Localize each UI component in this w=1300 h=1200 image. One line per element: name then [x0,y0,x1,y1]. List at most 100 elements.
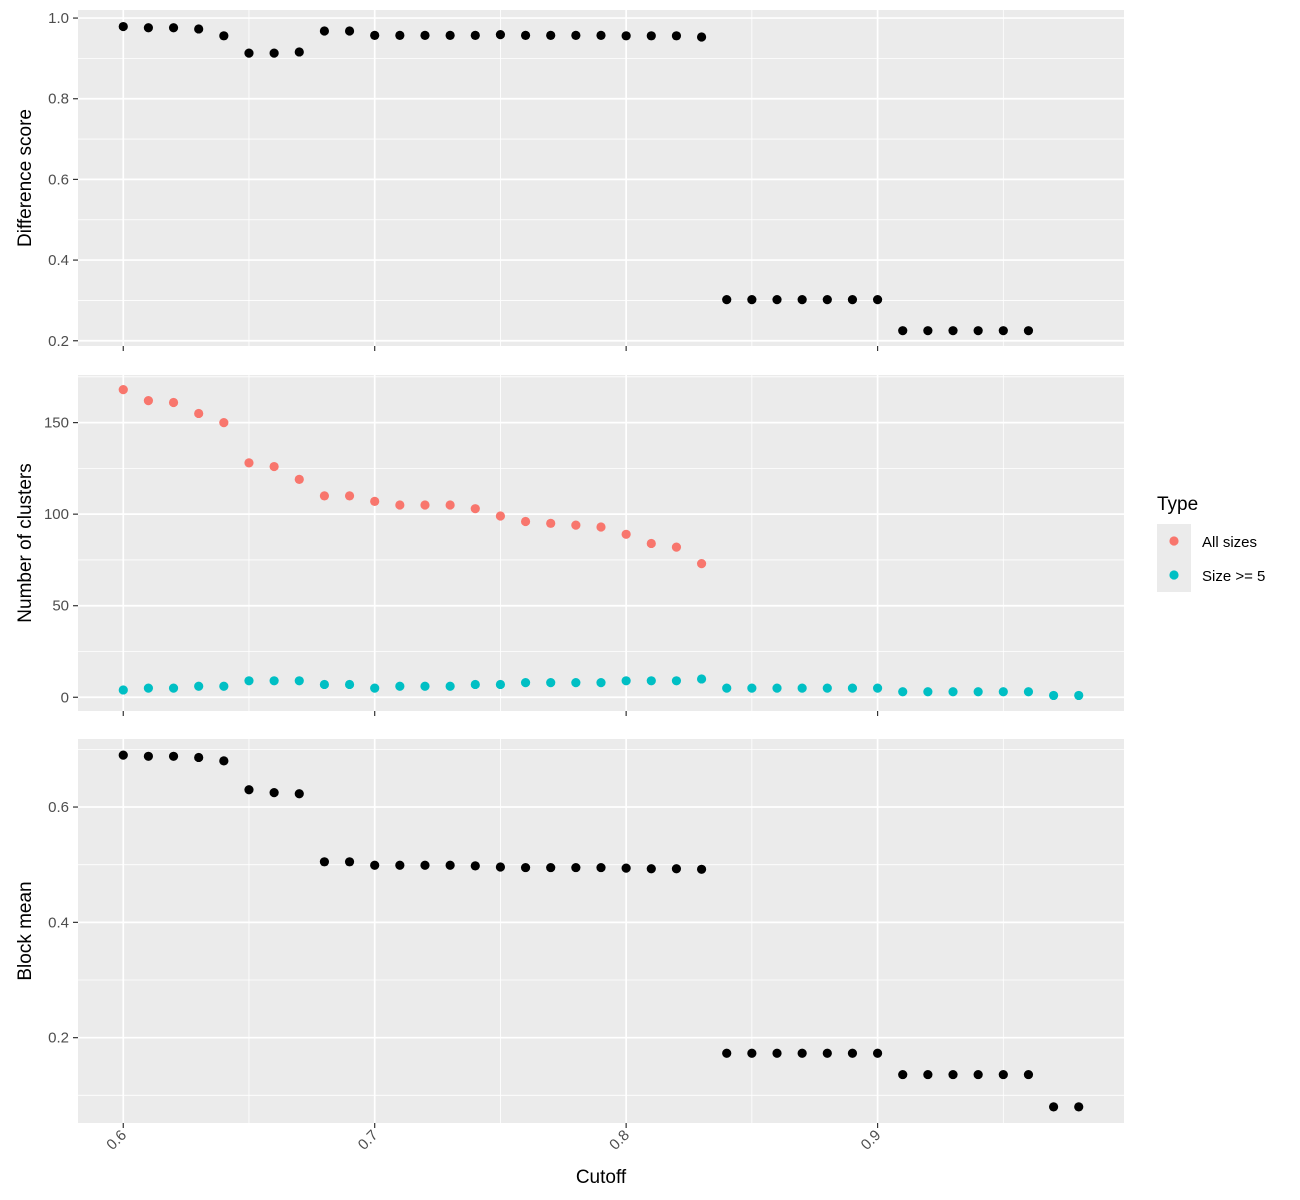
data-point [1023,326,1034,336]
data-point [998,1069,1008,1080]
legend-label-all-sizes: All sizes [1202,534,1257,551]
data-point [370,496,380,506]
y-tick-label: 0.2 [48,333,69,350]
data-point [1074,1102,1084,1112]
data-point [872,1048,883,1058]
data-point [671,31,682,41]
data-point [344,491,355,501]
panel-bottom: 0.2 0.4 0.6 0.6 0.7 0.8 0.9 Block mean [15,739,1124,1154]
data-point [470,30,480,41]
data-point [998,326,1008,336]
y-tick-label: 0.6 [48,799,69,816]
x-tick-label: 0.8 [606,1127,633,1154]
data-point [898,1069,908,1080]
data-point [596,522,606,532]
y-tick-label: 50 [52,598,69,615]
data-point [520,30,531,41]
data-point [495,30,506,40]
data-point [344,679,355,690]
data-point [520,678,531,688]
y-tick-label: 0.6 [48,171,69,188]
data-point [344,26,355,36]
data-point [194,24,204,34]
data-point [370,30,380,41]
panel-background [78,10,1124,346]
x-tick-label: 0.6 [103,1127,130,1154]
data-point [319,679,330,690]
x-tick-label: 0.9 [858,1127,885,1154]
data-point [194,752,204,763]
x-tick-label: 0.7 [355,1127,382,1154]
data-point [923,687,933,697]
data-point [822,1048,832,1058]
data-point [797,295,807,305]
x-axis-title: Cutoff [576,1167,627,1188]
data-point [671,676,682,686]
data-point [168,683,179,693]
data-point [168,397,179,408]
y-tick-label: 100 [44,506,69,523]
data-point [420,681,430,691]
data-point [646,676,656,686]
data-point [973,326,983,336]
data-point [370,683,380,693]
data-point [722,295,732,305]
series-points [118,750,1084,1112]
data-point [470,861,480,871]
data-point [596,30,606,41]
data-point [872,295,883,305]
data-point [571,862,581,873]
data-point [646,538,656,549]
data-point [470,504,480,514]
data-point [747,1048,757,1058]
data-point [1023,687,1034,697]
data-point [822,683,832,693]
data-point [269,788,279,798]
data-point [747,683,757,693]
y-tick-label: 0.2 [48,1030,69,1047]
data-point [797,1048,807,1058]
y-axis-title: Number of clusters [15,463,36,622]
data-point [696,558,707,569]
data-point [495,862,506,872]
data-point [772,1048,782,1058]
data-point [973,687,983,697]
data-point [1048,1102,1059,1112]
data-point [269,48,279,58]
y-tick-label: 150 [44,415,69,432]
data-point [395,30,405,41]
y-axis-title: Block mean [15,881,36,980]
panel-top: 0.2 0.4 0.6 0.8 1.0 Difference score [15,10,1124,351]
data-point [948,687,958,697]
data-point [294,47,304,57]
data-point [244,785,254,795]
data-point [118,750,128,760]
data-point [747,295,757,305]
data-point [546,30,556,41]
data-point [118,21,128,32]
panel-middle: 0 50 100 150 Number of clusters [15,375,1124,716]
data-point [621,529,631,539]
data-point [546,518,556,528]
data-point [797,683,807,693]
series-points [118,21,1034,336]
data-point [898,326,908,336]
data-point [143,23,154,33]
data-point [294,474,304,484]
data-point [923,326,933,336]
data-point [948,1069,958,1080]
data-point [772,295,782,305]
data-point [571,678,581,688]
data-point [319,857,330,867]
data-point [420,30,430,41]
legend: Type All sizes Size >= 5 [1157,494,1265,592]
legend-label-size-ge-5: Size >= 5 [1202,568,1265,585]
data-point [168,751,179,761]
data-point [872,683,883,693]
data-point [520,862,531,873]
data-point [244,458,254,468]
data-point [143,683,154,693]
data-point [973,1069,983,1080]
data-point [319,26,330,36]
